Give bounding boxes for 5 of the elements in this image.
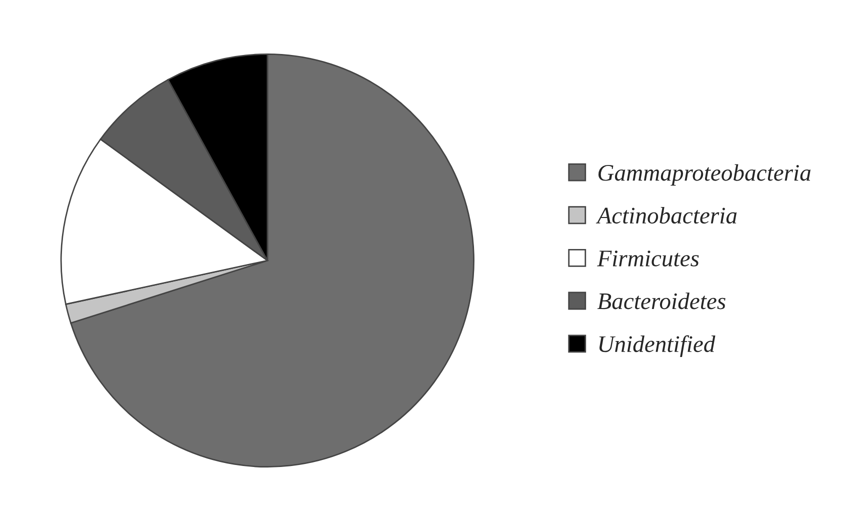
legend-label: Bacteroidetes xyxy=(597,292,726,310)
legend-label: Gammaproteobacteria xyxy=(598,164,811,186)
legend-label: Firmicutes xyxy=(597,250,699,266)
legend-label: Unidentified xyxy=(599,335,716,357)
legend-label: Actinobacteria xyxy=(596,207,737,224)
